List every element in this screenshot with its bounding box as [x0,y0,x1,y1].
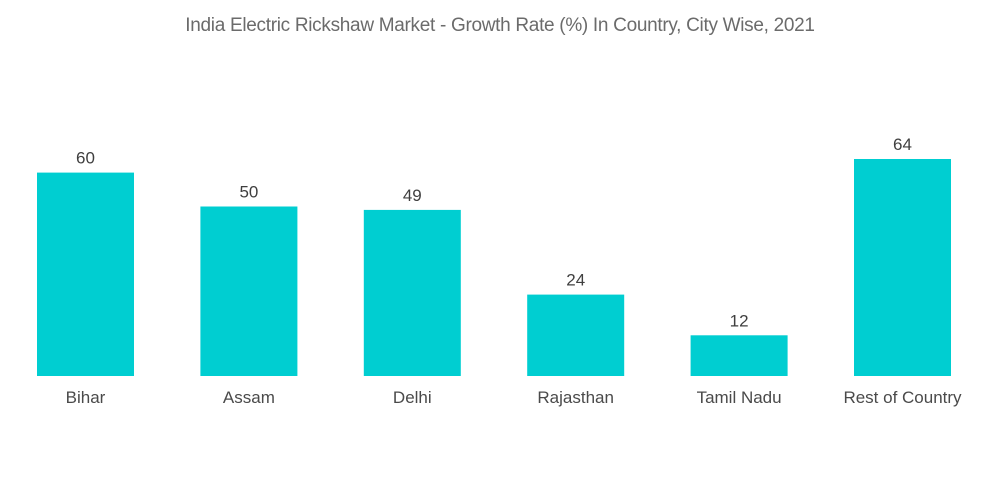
chart-title: India Electric Rickshaw Market - Growth … [185,15,815,36]
category-label-rajasthan: Rajasthan [537,388,614,407]
data-label-rajasthan: 24 [566,271,585,290]
category-label-bihar: Bihar [66,388,106,407]
category-label-rest-of-country: Rest of Country [843,388,962,407]
data-label-assam: 50 [239,183,258,202]
bar-tamil-nadu [690,335,788,376]
data-labels-group: 60 50 49 24 12 64 [76,135,912,330]
data-label-bihar: 60 [76,149,95,168]
category-label-delhi: Delhi [393,388,432,407]
bar-rajasthan [527,294,625,376]
bar-delhi [363,209,461,376]
data-label-rest-of-country: 64 [893,135,912,154]
category-labels-group: Bihar Assam Delhi Rajasthan Tamil Nadu Rest o… [66,388,962,407]
bars-group [37,159,951,376]
bar-bihar [37,172,134,376]
bar-assam [200,206,298,376]
data-label-delhi: 49 [403,186,422,205]
category-label-tamil-nadu: Tamil Nadu [697,388,782,407]
data-label-tamil-nadu: 12 [730,311,749,330]
category-label-assam: Assam [223,388,275,407]
bar-rest-of-country [854,159,951,376]
